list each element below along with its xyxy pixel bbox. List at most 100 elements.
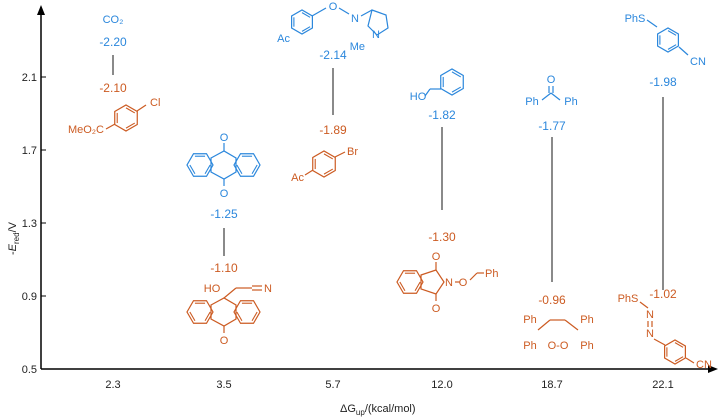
bond xyxy=(541,92,552,101)
benzene-ring xyxy=(114,104,138,132)
top-value-label: -2.20 xyxy=(99,35,127,49)
atom-label: Ph xyxy=(523,314,536,326)
molecule-arylazo-sulfide: PhS NN CN xyxy=(618,293,712,371)
molecule-benzyl-alcohol: HO xyxy=(410,68,464,103)
top-value-label: -1.25 xyxy=(210,207,238,221)
y-tick-label: 1.3 xyxy=(22,218,37,230)
double-bond xyxy=(399,281,406,292)
x-axis-label: ΔGup/(kcal/mol) xyxy=(340,403,416,417)
atom-label: O xyxy=(220,188,229,200)
x-tick-label: 5.7 xyxy=(325,379,340,391)
data-pair: -1.98 -1.02 xyxy=(649,75,677,301)
double-bond xyxy=(301,26,311,32)
bond xyxy=(338,7,350,15)
top-value-label: -1.77 xyxy=(538,119,566,133)
atom-label: Ph xyxy=(485,268,498,280)
double-bond xyxy=(204,311,211,322)
y-label-part: - xyxy=(7,251,19,255)
molecule-hydroxy-anthrone-nitrile: HO N O xyxy=(186,283,272,347)
double-bond xyxy=(323,168,334,175)
bond xyxy=(136,104,147,112)
x-tick-label: 3.5 xyxy=(216,379,231,391)
bottom-value-label: -2.10 xyxy=(99,81,127,95)
y-tick-label: 0.9 xyxy=(22,291,37,303)
x-axis-arrow xyxy=(708,365,718,373)
double-bond xyxy=(251,164,258,175)
bottom-value-label: -1.89 xyxy=(319,123,347,137)
bond xyxy=(360,9,373,17)
atom-label: N xyxy=(445,277,453,289)
y-label-part: red xyxy=(12,232,21,244)
data-pair: -1.82 -1.30 xyxy=(428,108,456,244)
atom-label: CN xyxy=(696,359,712,371)
bond xyxy=(685,357,695,364)
atom-label: O-O xyxy=(548,340,569,352)
molecule-oxime-ether: Ac O N N Me xyxy=(277,1,389,53)
benzene-ring xyxy=(233,153,261,177)
double-bond xyxy=(667,30,677,36)
x-tick-label: 18.7 xyxy=(541,379,562,391)
atom-label: CN xyxy=(690,56,706,68)
molecule-n-benzyloxyphthalimide: OON OPh xyxy=(396,251,498,315)
x-label-part: /(kcal/mol) xyxy=(365,403,416,415)
atom-label: CO₂ xyxy=(103,14,124,26)
bond xyxy=(639,301,649,309)
benzene-ring xyxy=(312,150,336,178)
double-bond xyxy=(323,153,334,160)
double-bond xyxy=(204,164,211,175)
data-pair: -2.20 -2.10 xyxy=(99,35,127,95)
ring xyxy=(210,150,237,180)
bond xyxy=(653,338,666,346)
benzene-ring xyxy=(664,339,686,365)
benzene-ring xyxy=(186,300,214,324)
bond xyxy=(304,169,314,176)
atom-label: Ac xyxy=(277,33,290,45)
bottom-value-label: -1.10 xyxy=(210,261,238,275)
double-bond xyxy=(414,281,421,292)
y-axis-label: -Ered/V xyxy=(7,221,21,255)
bond xyxy=(424,88,431,97)
y-tick-label: 0.5 xyxy=(22,364,37,376)
bond xyxy=(334,151,346,158)
molecule-4-bromoacetophenone: Br Ac xyxy=(291,146,358,184)
molecule-benzophenone: O Ph Ph xyxy=(525,74,577,108)
atom-label: O xyxy=(329,1,338,13)
top-value-label: -1.98 xyxy=(649,75,677,89)
atom-label: O xyxy=(432,303,441,315)
atom-label: N xyxy=(264,283,272,295)
atom-label: Ph xyxy=(523,340,536,352)
y-axis-arrow xyxy=(37,5,45,15)
bond xyxy=(105,123,116,130)
atom-label: PhS xyxy=(625,13,646,25)
double-bond xyxy=(236,164,243,175)
molecule-methyl-4-chlorobenzoate: Cl MeO₂C xyxy=(68,97,160,136)
benzene-ring xyxy=(186,153,214,177)
double-bond xyxy=(236,311,243,322)
y-tick-label: 1.7 xyxy=(22,145,37,157)
atom-label: Ph xyxy=(580,314,593,326)
bond xyxy=(537,319,551,331)
atom-label: Br xyxy=(347,146,358,158)
atom-label: O xyxy=(220,132,229,144)
double-bond xyxy=(674,356,684,362)
x-tick-label: 22.1 xyxy=(652,379,673,391)
double-bond xyxy=(301,12,311,18)
x-label-part: ΔG xyxy=(340,403,356,415)
bottom-value-label: -1.02 xyxy=(649,287,677,301)
atom-label: Cl xyxy=(150,97,160,109)
x-tick-label: 2.3 xyxy=(105,379,120,391)
bond xyxy=(550,92,561,101)
atom-label: O xyxy=(459,277,468,289)
benzene-ring xyxy=(657,27,679,53)
atom-label: Ac xyxy=(291,172,304,184)
y-label-part: E xyxy=(7,243,19,251)
benzene-ring xyxy=(396,270,424,294)
benzene-ring xyxy=(233,300,261,324)
atom-label: Ph xyxy=(525,96,538,108)
top-value-label: -1.82 xyxy=(428,108,456,122)
atom-label: Me xyxy=(350,41,365,53)
pyrrole-ring xyxy=(367,9,389,36)
data-pair: -1.25 -1.10 xyxy=(210,207,238,275)
atom-label: N xyxy=(646,328,654,340)
